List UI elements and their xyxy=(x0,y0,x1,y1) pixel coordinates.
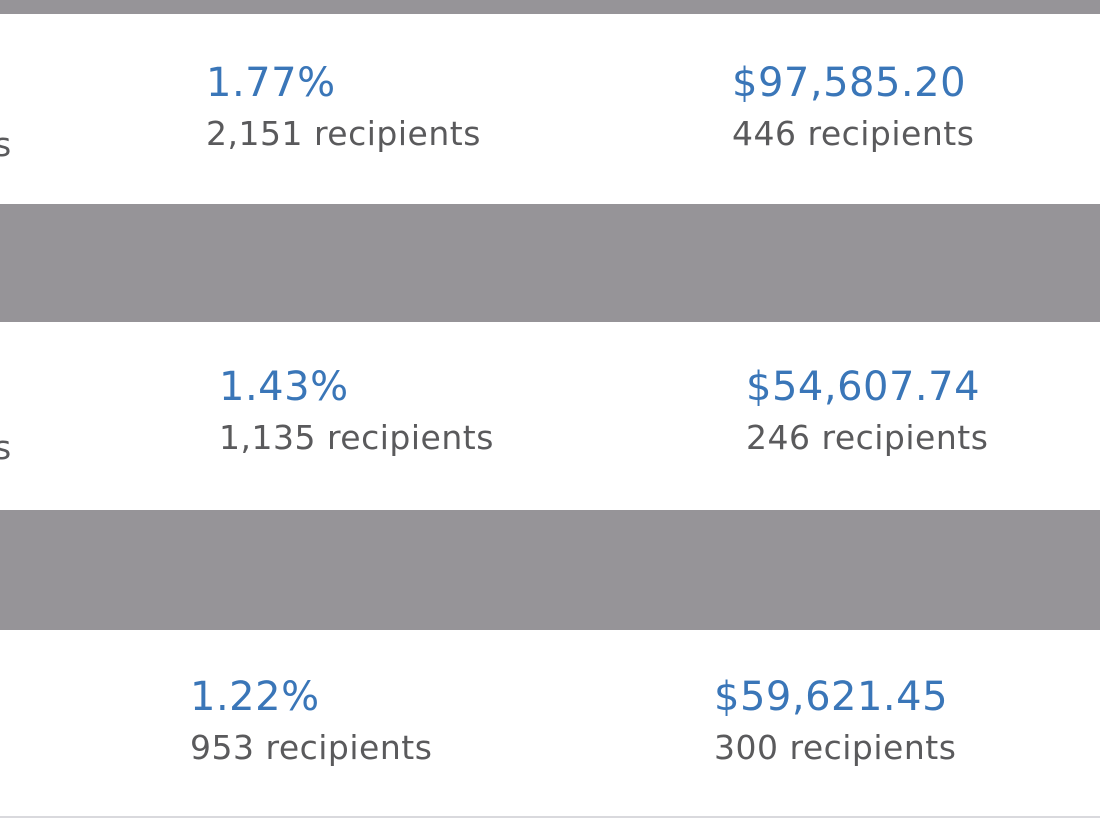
campaign-row[interactable]: s 1.43% 1,135 recipients $54,607.74 246 … xyxy=(0,322,1100,510)
campaign-row[interactable]: s 1.77% 2,151 recipients $97,585.20 446 … xyxy=(0,14,1100,204)
rate-value: 1.77% xyxy=(206,60,336,106)
section-header-band xyxy=(0,204,1100,322)
revenue-value: $97,585.20 xyxy=(732,60,967,106)
truncated-label: s xyxy=(0,125,12,164)
revenue-recipients: 300 recipients xyxy=(714,728,957,767)
rate-cell: 1.22% 953 recipients xyxy=(190,674,432,768)
rate-value: 1.22% xyxy=(190,674,320,720)
truncated-label: s xyxy=(0,428,12,467)
revenue-cell: $54,607.74 246 recipients xyxy=(746,364,988,458)
rate-recipients: 2,151 recipients xyxy=(206,114,481,153)
rate-recipients: 1,135 recipients xyxy=(219,418,494,457)
revenue-value: $54,607.74 xyxy=(746,364,981,410)
rate-cell: 1.77% 2,151 recipients xyxy=(206,60,481,154)
revenue-cell: $59,621.45 300 recipients xyxy=(714,674,956,768)
revenue-value: $59,621.45 xyxy=(714,674,949,720)
revenue-recipients: 446 recipients xyxy=(732,114,975,153)
campaign-row[interactable]: 1.22% 953 recipients $59,621.45 300 reci… xyxy=(0,630,1100,826)
section-header-band xyxy=(0,510,1100,630)
revenue-recipients: 246 recipients xyxy=(746,418,989,457)
rate-recipients: 953 recipients xyxy=(190,728,433,767)
rate-value: 1.43% xyxy=(219,364,349,410)
revenue-cell: $97,585.20 446 recipients xyxy=(732,60,974,154)
section-header-band xyxy=(0,0,1100,14)
rate-cell: 1.43% 1,135 recipients xyxy=(219,364,494,458)
row-divider xyxy=(0,816,1100,818)
